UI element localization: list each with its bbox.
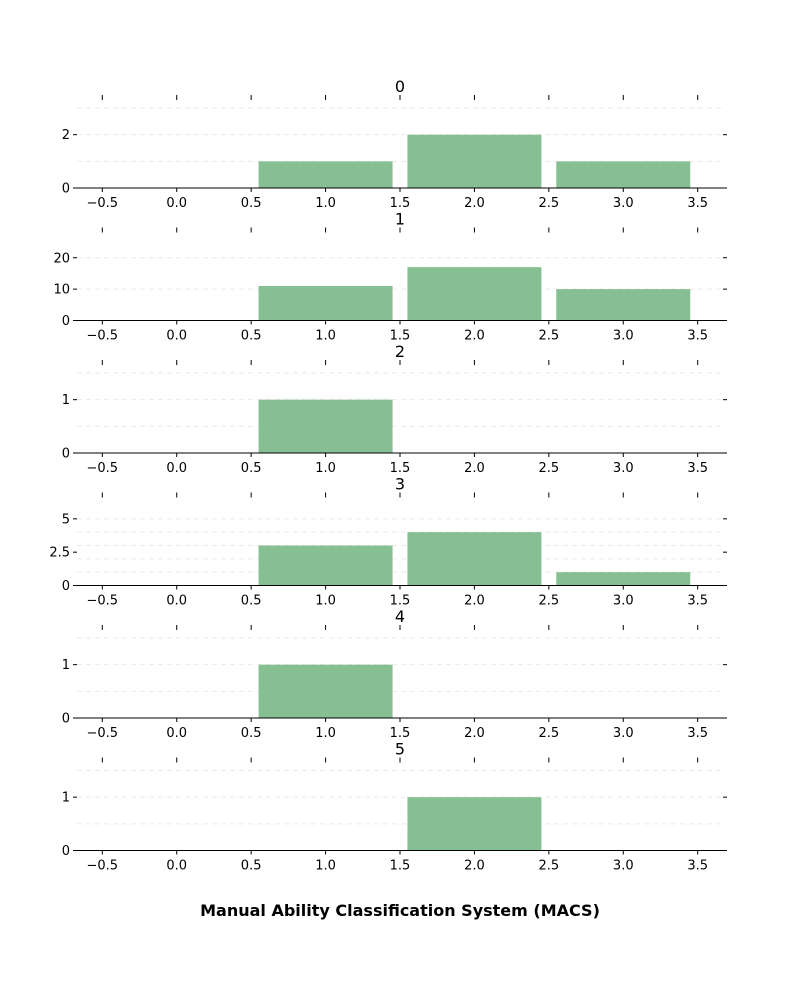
bar [407,134,542,188]
x-tick-label: 1.5 [390,196,411,211]
x-tick-label: 1.5 [390,859,411,874]
x-tick-label: 3.0 [613,726,634,741]
x-tick-label: −0.5 [87,594,119,609]
x-tick-label: 0.0 [166,594,187,609]
x-tick-label: −0.5 [87,859,119,874]
subplot-0: −0.5 0.0 0.5 1.0 1.5 2.0 2.5 3.0 3.5 0 2 0 [62,77,727,211]
x-tick-label: 0.0 [166,859,187,874]
subplot-title: 2 [395,342,405,361]
x-tick-label: 3.5 [687,461,708,476]
subplot-2: −0.5 0.0 0.5 1.0 1.5 2.0 2.5 3.0 3.5 0 1 2 [62,342,727,476]
x-tick-label: 2.5 [539,726,560,741]
x-tick-label: 2.0 [464,594,485,609]
y-tick-label: 0 [62,712,70,727]
x-tick-label: 1.0 [315,196,336,211]
x-tick-label: −0.5 [87,726,119,741]
y-tick-label: 5 [62,512,70,527]
x-tick-label: 0.5 [241,461,262,476]
x-tick-label: 2.0 [464,461,485,476]
y-tick-label: 2.5 [49,546,70,561]
x-tick-label: 0.0 [166,196,187,211]
bar [258,664,393,718]
x-tick-label: 0.5 [241,726,262,741]
x-tick-label: −0.5 [87,196,119,211]
subplot-4: −0.5 0.0 0.5 1.0 1.5 2.0 2.5 3.0 3.5 0 1 4 [62,607,727,741]
y-tick-label: 1 [62,393,70,408]
x-tick-label: 0.5 [241,329,262,344]
x-tick-label: 1.0 [315,859,336,874]
subplot-title: 0 [395,77,405,96]
subplot-5: −0.5 0.0 0.5 1.0 1.5 2.0 2.5 3.0 3.5 0 1 5 [62,740,727,874]
subplot-title: 1 [395,210,405,229]
x-tick-label: 1.5 [390,329,411,344]
figure-x-axis-label: Manual Ability Classification System (MA… [200,901,600,920]
x-tick-label: 3.0 [613,594,634,609]
x-tick-label: 1.0 [315,726,336,741]
y-tick-label: 1 [62,658,70,673]
bar [556,289,691,321]
x-tick-label: 0.5 [241,196,262,211]
subplot-3: −0.5 0.0 0.5 1.0 1.5 2.0 2.5 3.0 3.5 0 2.5 5 3 [49,475,727,609]
x-tick-label: 1.0 [315,461,336,476]
x-tick-label: 3.5 [687,196,708,211]
y-tick-label: 0 [62,844,70,859]
subplot-1: −0.5 0.0 0.5 1.0 1.5 2.0 2.5 3.0 3.5 0 10 20 1 [53,210,727,344]
y-tick-label: 20 [53,251,70,266]
bar [407,532,542,586]
x-tick-label: 2.5 [539,461,560,476]
x-tick-label: 0.0 [166,461,187,476]
x-tick-label: −0.5 [87,461,119,476]
y-tick-label: 0 [62,579,70,594]
bar [258,399,393,453]
x-tick-label: 2.5 [539,329,560,344]
x-tick-label: 2.0 [464,329,485,344]
x-tick-label: 1.5 [390,461,411,476]
x-tick-label: 0.0 [166,726,187,741]
y-tick-label: 2 [62,128,70,143]
bar [258,161,393,188]
x-tick-label: −0.5 [87,329,119,344]
x-tick-label: 0.5 [241,594,262,609]
x-tick-label: 3.5 [687,329,708,344]
y-tick-label: 0 [62,182,70,197]
subplot-title: 3 [395,475,405,494]
x-tick-label: 3.0 [613,859,634,874]
x-tick-label: 2.5 [539,196,560,211]
x-tick-label: 1.5 [390,726,411,741]
x-tick-label: 2.5 [539,859,560,874]
subplot-title: 5 [395,740,405,759]
x-tick-label: 1.5 [390,594,411,609]
x-tick-label: 2.0 [464,859,485,874]
x-tick-label: 2.0 [464,726,485,741]
x-tick-label: 2.0 [464,196,485,211]
y-tick-label: 10 [53,283,70,298]
bar [407,797,542,851]
x-tick-label: 2.5 [539,594,560,609]
bar [556,572,691,586]
x-tick-label: 1.0 [315,594,336,609]
x-tick-label: 3.5 [687,859,708,874]
x-tick-label: 3.5 [687,726,708,741]
x-tick-label: 3.5 [687,594,708,609]
y-tick-label: 1 [62,791,70,806]
y-tick-label: 0 [62,447,70,462]
x-tick-label: 3.0 [613,461,634,476]
x-tick-label: 3.0 [613,196,634,211]
bar [407,267,542,321]
x-tick-label: 1.0 [315,329,336,344]
subplot-title: 4 [395,607,405,626]
bar [258,545,393,586]
x-tick-label: 0.0 [166,329,187,344]
x-tick-label: 3.0 [613,329,634,344]
bar [258,285,393,321]
x-tick-label: 0.5 [241,859,262,874]
y-tick-label: 0 [62,314,70,329]
bar [556,161,691,188]
